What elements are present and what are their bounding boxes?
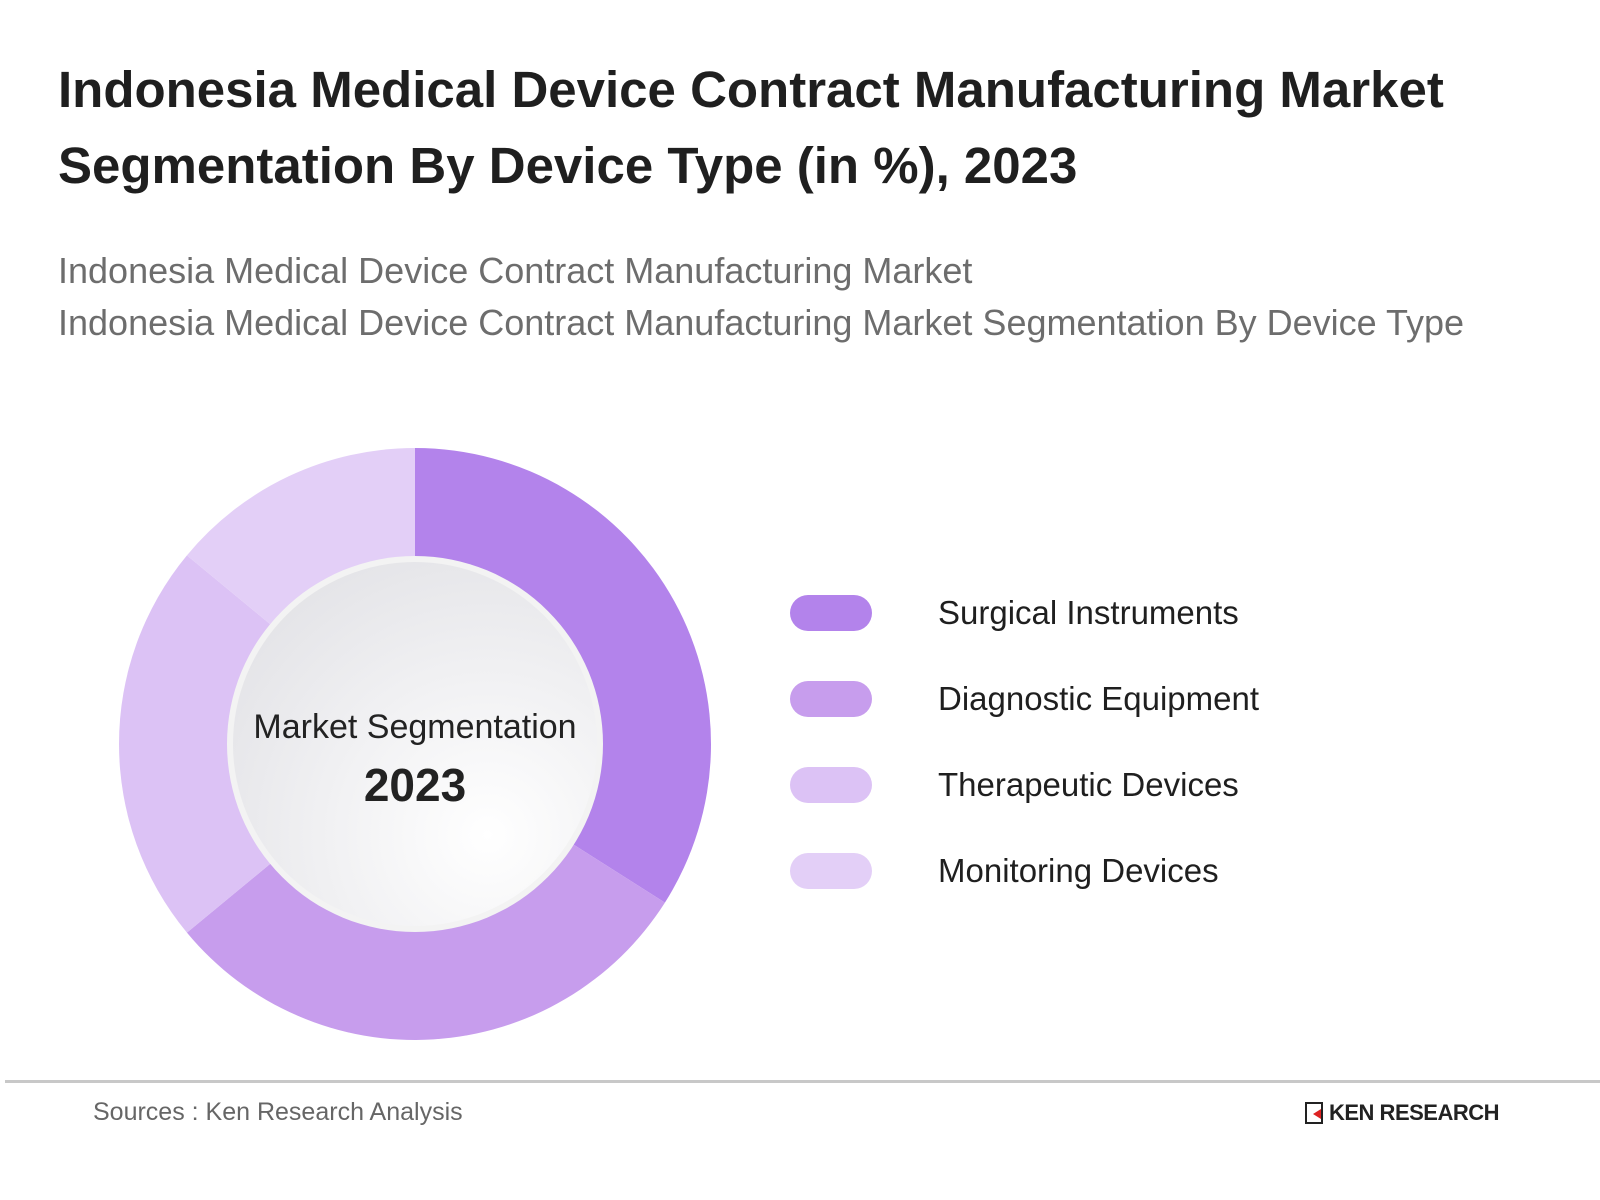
legend-item: Surgical Instruments bbox=[790, 570, 1259, 656]
legend-item: Diagnostic Equipment bbox=[790, 656, 1259, 742]
legend-item: Therapeutic Devices bbox=[790, 742, 1259, 828]
legend-label: Surgical Instruments bbox=[938, 594, 1239, 631]
logo-mark-icon bbox=[1305, 1102, 1323, 1124]
legend-swatch bbox=[790, 853, 872, 889]
subtitle: Indonesia Medical Device Contract Manufa… bbox=[58, 245, 1538, 349]
center-label: Market Segmentation bbox=[253, 708, 577, 746]
logo-text: KEN RESEARCH bbox=[1329, 1100, 1500, 1125]
donut-hole bbox=[233, 562, 597, 926]
page-title: Indonesia Medical Device Contract Manufa… bbox=[58, 61, 1444, 194]
source-note: Sources : Ken Research Analysis bbox=[93, 1098, 463, 1126]
legend-swatch bbox=[790, 681, 872, 717]
ken-research-logo: KEN RESEARCH bbox=[1305, 1100, 1500, 1126]
footer-divider bbox=[5, 1080, 1600, 1083]
legend-swatch bbox=[790, 767, 872, 803]
donut-chart bbox=[119, 448, 711, 1040]
center-value: 2023 bbox=[363, 759, 467, 811]
legend-swatch bbox=[790, 595, 872, 631]
subtitle-line-2: Indonesia Medical Device Contract Manufa… bbox=[58, 302, 1465, 343]
legend-label: Diagnostic Equipment bbox=[938, 680, 1260, 717]
legend-label: Therapeutic Devices bbox=[938, 766, 1239, 803]
legend-label: Monitoring Devices bbox=[938, 852, 1219, 889]
legend-item: Monitoring Devices bbox=[790, 828, 1259, 914]
legend: Surgical Instruments Diagnostic Equipment… bbox=[790, 570, 1259, 914]
subtitle-line-1: Indonesia Medical Device Contract Manufa… bbox=[58, 250, 973, 291]
